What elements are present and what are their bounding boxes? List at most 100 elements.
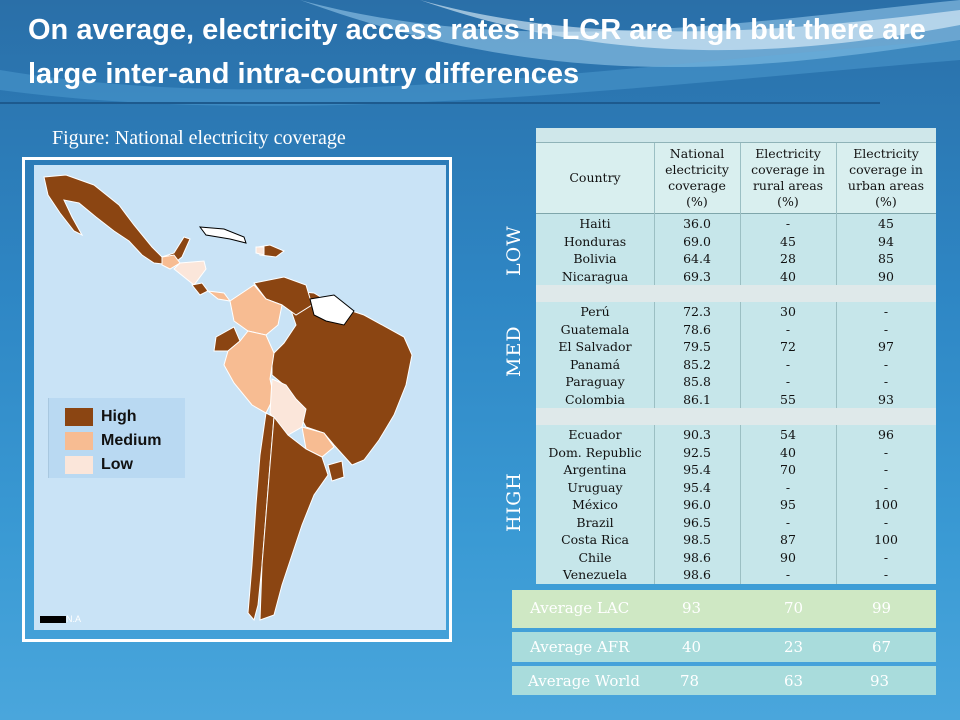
cell-urban: 97 bbox=[878, 339, 894, 354]
legend-item-low: Low bbox=[65, 454, 133, 476]
cell-country: Dom. Republic bbox=[548, 444, 642, 460]
avg-row-afr: Average AFR 40 23 67 bbox=[512, 632, 936, 662]
table-row: Brazil 96.5 - - bbox=[536, 514, 936, 532]
header-swoosh bbox=[0, 0, 960, 106]
map-region-panama bbox=[206, 290, 232, 302]
cell-national: 36.0 bbox=[683, 216, 711, 231]
cell-national: 98.5 bbox=[683, 532, 711, 547]
map-legend: High Medium Low bbox=[48, 398, 185, 478]
cell-country: Venezuela bbox=[562, 567, 628, 582]
table-row: Honduras 69.0 45 94 bbox=[536, 233, 936, 251]
cell-national: 96.0 bbox=[683, 497, 711, 512]
group-separator bbox=[536, 285, 936, 302]
cell-national: 69.0 bbox=[683, 233, 711, 249]
table-top-strip bbox=[536, 128, 936, 143]
cell-rural: 55 bbox=[780, 391, 796, 407]
table-row: El Salvador 79.5 72 97 bbox=[536, 338, 936, 356]
header-urban: Electricity coverage in urban areas (%) bbox=[836, 143, 936, 213]
group-label-med: MED bbox=[503, 325, 525, 377]
cell-country: México bbox=[572, 497, 618, 512]
header-national-text: National electricity coverage (%) bbox=[665, 146, 729, 210]
header-line: coverage bbox=[668, 178, 726, 193]
table-row: Paraguay 85.8 - - bbox=[536, 373, 936, 391]
cell-urban: - bbox=[883, 549, 889, 565]
table-row: Costa Rica 98.5 87 100 bbox=[536, 531, 936, 549]
cell-urban: 94 bbox=[878, 233, 894, 249]
header-line: (%) bbox=[686, 194, 708, 209]
legend-label-high: High bbox=[101, 408, 137, 425]
avg-label: Average LAC bbox=[530, 599, 630, 617]
header-line: coverage in bbox=[849, 162, 923, 177]
cell-national: 64.4 bbox=[683, 251, 711, 266]
header-country-text: Country bbox=[569, 170, 621, 185]
cell-rural: 54 bbox=[780, 427, 796, 442]
avg-row-bg bbox=[512, 632, 936, 662]
avg-urban: 93 bbox=[870, 672, 890, 690]
header-line: electricity bbox=[665, 162, 729, 177]
header-line: Electricity bbox=[755, 146, 821, 161]
group-label-high: HIGH bbox=[503, 472, 525, 532]
cell-rural: 28 bbox=[780, 251, 796, 266]
table-row: Colombia 86.1 55 93 bbox=[536, 391, 936, 409]
table-row: Argentina 95.4 70 - bbox=[536, 461, 936, 479]
na-key: N.A bbox=[40, 614, 81, 624]
cell-national: 72.3 bbox=[683, 304, 711, 319]
cell-national: 95.4 bbox=[683, 479, 711, 495]
table-row: Ecuador 90.3 54 96 bbox=[536, 426, 936, 444]
legend-swatch-low bbox=[65, 456, 93, 474]
cell-national: 85.8 bbox=[683, 374, 711, 389]
avg-label: Average World bbox=[528, 672, 640, 690]
col-divider bbox=[740, 143, 741, 584]
cell-rural: - bbox=[785, 567, 791, 582]
map-region-paraguay bbox=[301, 426, 335, 458]
cell-national: 98.6 bbox=[683, 567, 711, 582]
na-label: N.A bbox=[66, 614, 82, 624]
avg-urban: 67 bbox=[872, 638, 892, 656]
cell-country: Bolivia bbox=[573, 251, 617, 266]
header-line: (%) bbox=[875, 194, 897, 209]
cell-urban: 93 bbox=[878, 391, 894, 407]
group-label-low: LOW bbox=[503, 225, 525, 276]
cell-national: 85.2 bbox=[683, 356, 711, 372]
header-national: National electricity coverage (%) bbox=[654, 143, 740, 213]
map-region-uruguay bbox=[327, 460, 345, 482]
map-region-honduras-nicaragua bbox=[173, 260, 207, 286]
avg-rural: 63 bbox=[784, 672, 804, 690]
cell-country: Costa Rica bbox=[561, 532, 629, 547]
table-header bbox=[536, 143, 936, 214]
table-row: Guatemala 78.6 - - bbox=[536, 321, 936, 339]
cell-national: 69.3 bbox=[683, 268, 711, 284]
map-panel bbox=[34, 165, 446, 630]
table-row: México 96.0 95 100 bbox=[536, 496, 936, 514]
cell-urban: 45 bbox=[878, 216, 894, 231]
cell-national: 78.6 bbox=[683, 321, 711, 337]
header-line: coverage in bbox=[751, 162, 825, 177]
table-row: Perú 72.3 30 - bbox=[536, 303, 936, 321]
cell-country: Argentina bbox=[563, 462, 627, 477]
avg-national: 78 bbox=[680, 672, 700, 690]
map-region-haiti bbox=[255, 246, 265, 256]
cell-country: Ecuador bbox=[568, 427, 622, 442]
avg-row-bg bbox=[512, 666, 936, 695]
cell-urban: - bbox=[883, 479, 889, 495]
header-rural: Electricity coverage in rural areas (%) bbox=[740, 143, 836, 213]
cell-country: Panamá bbox=[569, 356, 621, 372]
cell-country: Brazil bbox=[576, 514, 614, 530]
table-row: Venezuela 98.6 - - bbox=[536, 566, 936, 584]
avg-national: 93 bbox=[682, 599, 702, 617]
figure-caption: Figure: National electricity coverage bbox=[52, 127, 346, 149]
table-row: Uruguay 95.4 - - bbox=[536, 479, 936, 497]
cell-rural: 30 bbox=[780, 304, 796, 319]
cell-urban: - bbox=[883, 374, 889, 389]
cell-urban: - bbox=[883, 444, 889, 460]
title-divider bbox=[0, 102, 880, 104]
map-region-costa-rica bbox=[191, 282, 209, 296]
map-region-colombia bbox=[229, 284, 283, 336]
cell-national: 98.6 bbox=[683, 549, 711, 565]
cell-rural: 40 bbox=[780, 444, 796, 460]
cell-urban: - bbox=[883, 304, 889, 319]
table-row: Dom. Republic 92.5 40 - bbox=[536, 444, 936, 462]
cell-rural: 90 bbox=[780, 549, 796, 565]
group-separator bbox=[536, 408, 936, 425]
map-region-cuba bbox=[198, 226, 247, 244]
